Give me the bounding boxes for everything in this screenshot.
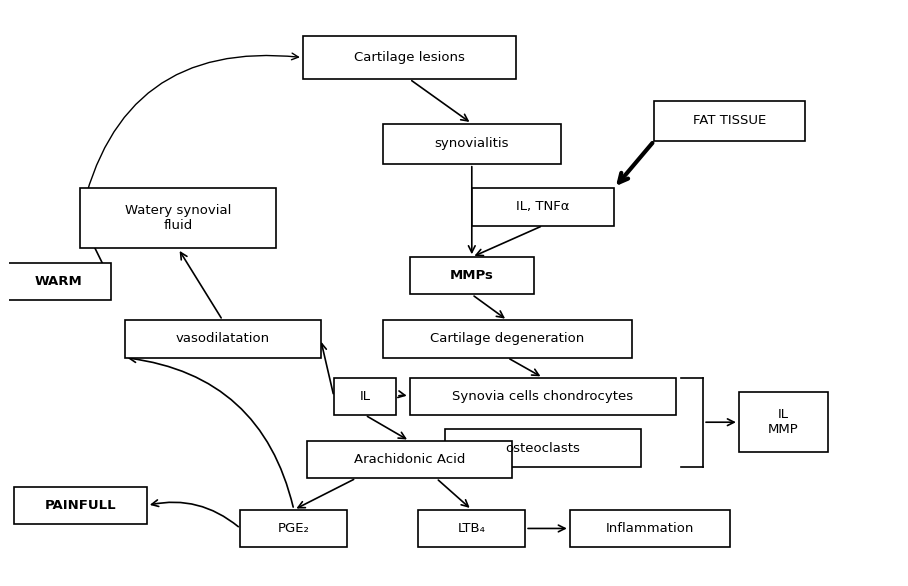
- Text: Cartilage degeneration: Cartilage degeneration: [430, 332, 585, 345]
- Text: Watery synovial
fluid: Watery synovial fluid: [125, 205, 232, 232]
- FancyBboxPatch shape: [445, 430, 641, 466]
- Text: MMPs: MMPs: [449, 270, 494, 282]
- FancyBboxPatch shape: [410, 257, 534, 294]
- Text: Arachidonic Acid: Arachidonic Acid: [354, 453, 465, 466]
- FancyBboxPatch shape: [334, 378, 396, 415]
- Text: IL
MMP: IL MMP: [768, 408, 799, 436]
- FancyBboxPatch shape: [472, 188, 614, 226]
- FancyBboxPatch shape: [655, 101, 805, 141]
- Text: PGE₂: PGE₂: [278, 522, 310, 535]
- FancyBboxPatch shape: [383, 124, 561, 164]
- FancyBboxPatch shape: [14, 487, 147, 524]
- FancyBboxPatch shape: [302, 36, 517, 79]
- Text: Inflammation: Inflammation: [606, 522, 694, 535]
- FancyBboxPatch shape: [307, 441, 512, 478]
- FancyBboxPatch shape: [569, 510, 730, 547]
- FancyBboxPatch shape: [5, 263, 112, 300]
- Text: synovialitis: synovialitis: [435, 137, 509, 150]
- Text: FAT TISSUE: FAT TISSUE: [693, 114, 766, 127]
- Text: LTB₄: LTB₄: [458, 522, 486, 535]
- Text: osteoclasts: osteoclasts: [506, 442, 580, 455]
- Text: Cartilage lesions: Cartilage lesions: [354, 51, 465, 64]
- Text: IL: IL: [360, 390, 370, 403]
- Text: IL, TNFα: IL, TNFα: [517, 200, 569, 213]
- FancyBboxPatch shape: [241, 510, 347, 547]
- FancyBboxPatch shape: [739, 392, 828, 452]
- Text: WARM: WARM: [35, 275, 82, 288]
- FancyBboxPatch shape: [410, 378, 676, 415]
- Text: vasodilatation: vasodilatation: [175, 332, 270, 345]
- FancyBboxPatch shape: [80, 188, 276, 248]
- FancyBboxPatch shape: [419, 510, 525, 547]
- Text: Synovia cells chondrocytes: Synovia cells chondrocytes: [452, 390, 634, 403]
- Text: PAINFULL: PAINFULL: [44, 499, 116, 512]
- FancyBboxPatch shape: [124, 321, 321, 357]
- FancyBboxPatch shape: [383, 321, 632, 357]
